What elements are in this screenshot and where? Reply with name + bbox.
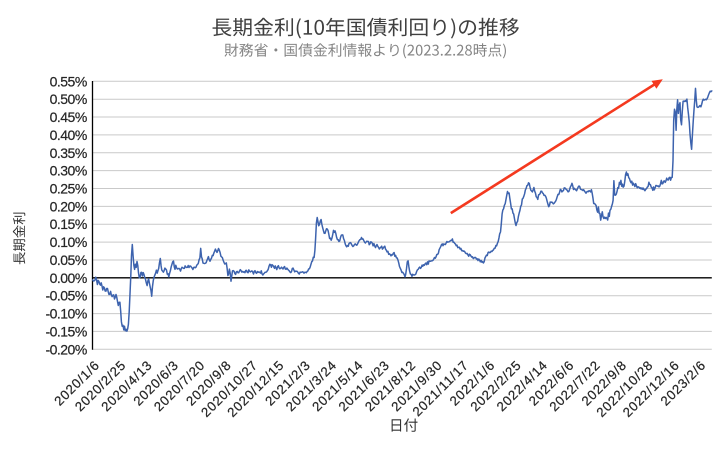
svg-text:-0.10%: -0.10%	[45, 306, 86, 322]
svg-text:0.35%: 0.35%	[50, 145, 87, 161]
svg-text:0.20%: 0.20%	[50, 198, 87, 214]
svg-text:0.15%: 0.15%	[50, 216, 87, 232]
svg-text:0.25%: 0.25%	[50, 181, 87, 197]
svg-text:0.50%: 0.50%	[50, 91, 87, 107]
svg-text:0.00%: 0.00%	[50, 270, 87, 286]
svg-text:0.55%: 0.55%	[50, 73, 87, 89]
svg-text:0.30%: 0.30%	[50, 163, 87, 179]
svg-text:0.10%: 0.10%	[50, 234, 87, 250]
svg-text:-0.15%: -0.15%	[45, 323, 86, 339]
svg-text:-0.20%: -0.20%	[45, 341, 86, 357]
svg-text:0.05%: 0.05%	[50, 252, 87, 268]
svg-text:0.45%: 0.45%	[50, 109, 87, 125]
svg-text:0.40%: 0.40%	[50, 127, 87, 143]
svg-text:-0.05%: -0.05%	[45, 288, 86, 304]
